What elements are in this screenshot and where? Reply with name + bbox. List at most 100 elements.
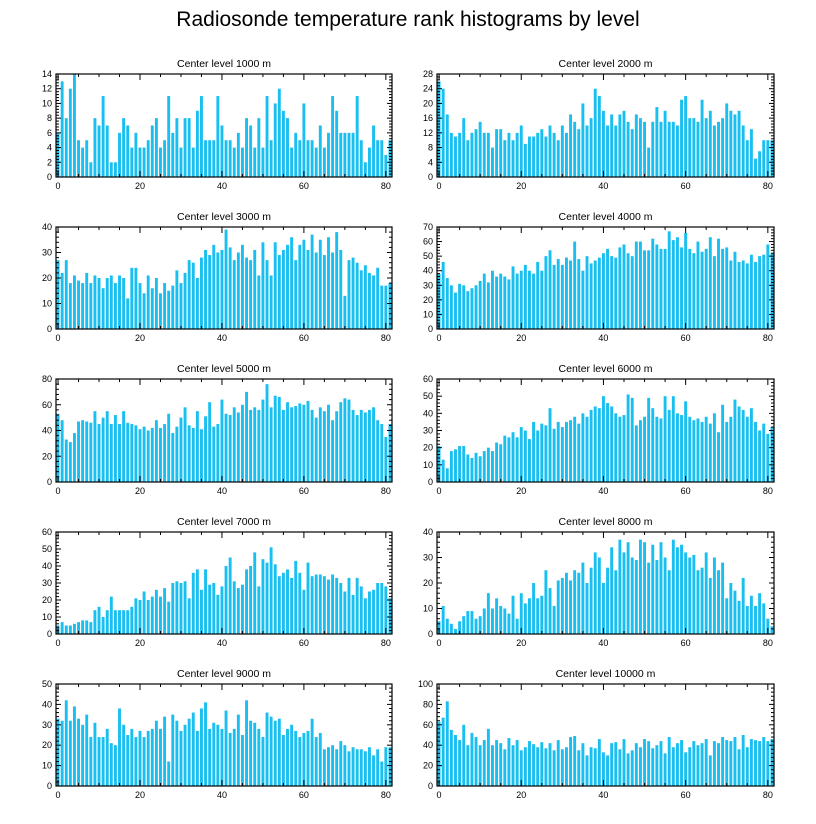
histogram-bar [380,424,384,482]
histogram-panel: Center level 6000 m 0 10 20 30 40 50 60 0 20 40 60 8… [423,363,775,496]
x-tick-label: 60 [299,638,309,648]
histogram-bar [113,283,117,329]
histogram-bar [659,248,663,329]
histogram-bar [466,291,470,329]
histogram-bar [569,260,573,329]
histogram-bar [154,278,158,329]
histogram-bar [195,411,199,482]
y-tick-label: 24 [423,84,433,94]
histogram-bar [101,417,105,483]
histogram-bar [64,439,68,482]
histogram-bar [569,420,573,482]
histogram-bar [643,250,646,329]
histogram-bar [384,586,388,634]
histogram-bar [552,264,556,329]
histogram-bar [462,616,466,634]
y-tick-label: 4 [428,157,433,167]
panel-title: Center level 5000 m [177,363,271,375]
histogram-bar [302,589,306,634]
x-tick-label: 40 [217,638,227,648]
histogram-bar [737,749,741,786]
histogram-bar [766,618,770,634]
x-tick-label: 60 [681,486,691,496]
histogram-bar [220,249,224,329]
x-tick-label: 80 [763,333,773,343]
histogram-bar [314,417,318,483]
x-tick-label: 40 [598,790,608,800]
histogram-bar [368,147,371,177]
histogram-bar [159,427,162,482]
histogram-bar [220,586,224,634]
histogram-bar [109,743,113,786]
histogram-bar [589,409,593,482]
histogram-bar [195,110,199,177]
histogram-bar [445,278,449,329]
histogram-bar [355,96,359,177]
histogram-bar [643,416,646,482]
histogram-bar [528,270,531,329]
x-tick-label: 40 [598,181,608,191]
histogram-bar [314,574,318,634]
histogram-bar [445,701,449,786]
histogram-bar [81,724,85,786]
histogram-bar [754,158,757,177]
histogram-bar [733,251,737,329]
histogram-bar [741,260,745,329]
histogram-bar [56,718,60,786]
histogram-bar [556,140,560,177]
histogram-bar [286,569,289,634]
histogram-bar [474,737,478,786]
histogram-bar [758,741,762,786]
x-tick-label: 40 [217,486,227,496]
histogram-bar [60,622,64,634]
histogram-bar [380,285,384,329]
histogram-bar [335,411,339,482]
histogram-bar [593,406,597,482]
panel-title: Center level 2000 m [559,58,653,70]
histogram-bar [692,118,696,177]
histogram-bar [68,88,72,177]
histogram-bar [573,416,577,482]
histogram-bar [298,737,302,786]
histogram-bar [577,423,581,482]
histogram-bar [540,129,544,177]
y-tick-label: 40 [42,222,52,232]
histogram-bar [286,244,289,329]
histogram-bar [122,610,126,634]
histogram-bar [758,593,762,634]
histogram-bar [692,420,696,482]
histogram-bar [253,147,257,177]
histogram-bar [482,451,486,482]
histogram-bar [368,409,371,482]
histogram-bar [515,273,519,329]
histogram-bar [265,96,269,177]
histogram-bar [680,544,683,634]
histogram-bar [142,591,146,634]
histogram-bar [249,720,253,786]
histogram-bar [118,708,121,786]
histogram-bar [758,430,762,482]
y-tick-label: 100 [418,679,433,689]
histogram-bar [737,261,741,329]
histogram-bar [449,285,453,329]
histogram-bar [277,88,281,177]
histogram-bar [212,426,216,482]
histogram-bar [532,273,536,329]
histogram-bar [150,427,154,482]
histogram-bar [565,257,568,329]
histogram-bar [302,239,306,329]
y-tick-label: 0 [47,172,52,182]
histogram-bar [372,275,376,329]
histogram-bar [380,140,384,177]
histogram-bar [195,278,199,329]
histogram-bar [142,737,146,786]
histogram-bar [240,147,244,177]
histogram-bar [733,590,737,634]
histogram-bar [200,429,203,482]
histogram-bar [466,745,470,786]
histogram-bar [499,605,503,634]
histogram-bar [696,241,700,329]
histogram-bar [122,278,126,329]
histogram-bar [482,273,486,329]
histogram-bar [638,747,642,786]
